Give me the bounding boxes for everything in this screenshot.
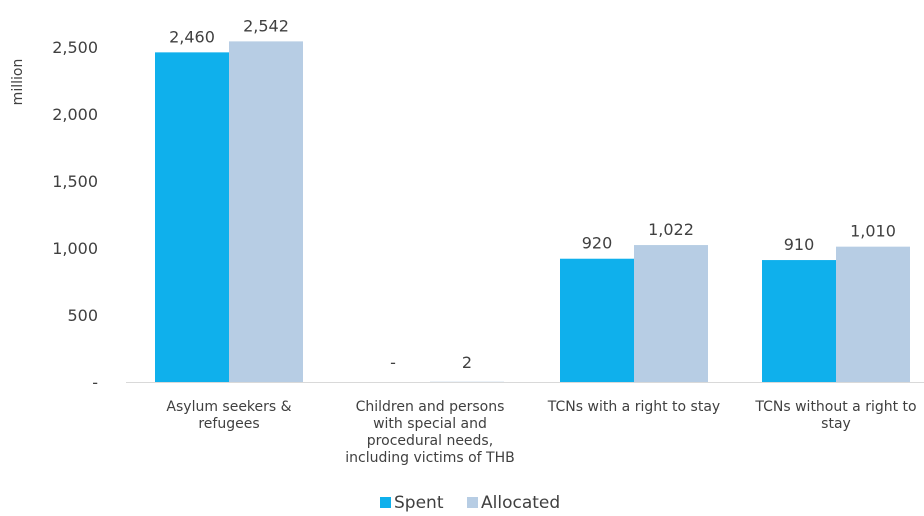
y-axis-ticks: - 500 1,000 1,500 2,000 2,500	[52, 38, 98, 392]
y-tick-label: 1,000	[52, 239, 98, 258]
data-label-spent-3: 910	[784, 235, 815, 254]
category-label: Children and persons with special and proc…	[345, 399, 514, 466]
legend: Spent Allocated	[380, 493, 560, 513]
data-label-allocated-0: 2,542	[243, 16, 289, 35]
y-tick-label: 1,500	[52, 172, 98, 191]
legend-label-allocated: Allocated	[481, 493, 560, 513]
category-label: TCNs without a right to stay	[754, 399, 916, 432]
data-label-spent-2: 920	[582, 234, 613, 253]
y-tick-label: 2,500	[52, 38, 98, 57]
bar-allocated-3	[836, 246, 910, 382]
legend-swatch-allocated	[467, 497, 478, 508]
legend-label-spent: Spent	[394, 493, 444, 513]
bar-spent-0	[155, 52, 229, 383]
data-label-allocated-1: 2	[462, 353, 472, 372]
y-tick-label: 2,000	[52, 105, 98, 124]
category-label: Asylum seekers & refugees	[166, 399, 291, 432]
legend-swatch-spent	[380, 497, 391, 508]
data-label-spent-1: -	[390, 353, 396, 372]
data-label-allocated-2: 1,022	[648, 220, 694, 239]
data-label-allocated-3: 1,010	[850, 222, 896, 241]
category-label: TCNs with a right to stay	[547, 399, 720, 415]
bar-spent-2	[560, 258, 634, 382]
y-axis-label-group: million	[10, 59, 26, 106]
bars	[155, 41, 910, 383]
data-label-spent-0: 2,460	[169, 27, 215, 46]
bar-spent-3	[762, 260, 836, 382]
bar-allocated-2	[634, 245, 708, 382]
y-tick-label: 500	[67, 306, 98, 325]
category-labels: Asylum seekers & refugees Children and per…	[166, 399, 916, 466]
y-tick-label: -	[92, 373, 98, 392]
data-labels: 2,460 - 920 910 2,542 2 1,022 1,010	[169, 16, 896, 372]
y-axis-label: million	[10, 59, 26, 106]
bar-allocated-0	[229, 41, 303, 382]
